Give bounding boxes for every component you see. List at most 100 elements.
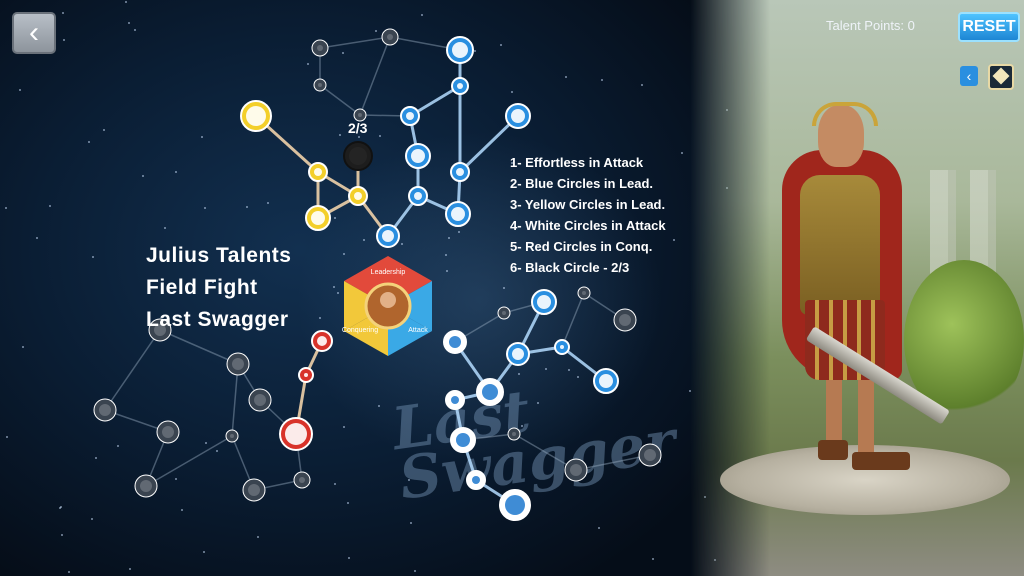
talent-node-grey[interactable] [311, 39, 329, 57]
talent-node-red[interactable] [298, 367, 314, 383]
talent-node-core [140, 480, 152, 492]
talent-node-grey[interactable] [638, 443, 662, 467]
star [474, 49, 477, 52]
star [175, 170, 178, 173]
star [18, 88, 21, 91]
talent-node-core [472, 476, 480, 484]
talent-node-blue[interactable] [505, 103, 531, 129]
talent-node-core [299, 477, 305, 483]
talent-node-white[interactable] [499, 489, 531, 521]
talent-link [575, 454, 651, 471]
talent-node-grey[interactable] [564, 458, 588, 482]
legend-item: 5- Red Circles in Conq. [510, 239, 653, 254]
tree-foliage [904, 260, 1024, 420]
talent-node-black[interactable] [343, 141, 373, 171]
talent-node-white[interactable] [476, 378, 504, 406]
star [60, 533, 63, 536]
collapse-panel-button[interactable]: ‹ [960, 66, 978, 86]
talent-node-core [154, 324, 166, 336]
star [306, 62, 309, 65]
star [408, 478, 411, 481]
star [503, 287, 506, 290]
talent-node-grey[interactable] [613, 308, 637, 332]
star [343, 425, 346, 428]
talent-node-core [456, 168, 464, 176]
star [568, 368, 570, 371]
star [22, 345, 25, 348]
talent-node-grey[interactable] [134, 474, 158, 498]
talent-node-grey[interactable] [293, 471, 311, 489]
talent-node-core [285, 423, 307, 445]
talent-link [319, 36, 391, 49]
talent-node-red[interactable] [279, 417, 313, 451]
talent-node-blue[interactable] [451, 77, 469, 95]
talent-node-red[interactable] [311, 330, 333, 352]
talent-node-grey[interactable] [381, 28, 399, 46]
talent-node-blue[interactable] [445, 201, 471, 227]
talent-node-yellow[interactable] [305, 205, 331, 231]
talent-node-core [449, 336, 461, 348]
talent-node-grey[interactable] [313, 78, 327, 92]
star [58, 507, 61, 510]
guide-title-line: Field Fight [146, 276, 258, 299]
talent-node-blue[interactable] [506, 342, 530, 366]
talent-node-core [254, 394, 266, 406]
talent-node-core [354, 192, 362, 200]
talent-node-white[interactable] [466, 470, 486, 490]
talent-node-grey[interactable] [148, 318, 172, 342]
talent-node-core [502, 311, 506, 315]
star [256, 535, 259, 538]
star [446, 270, 449, 273]
talent-node-blue[interactable] [408, 186, 428, 206]
talent-node-grey[interactable] [225, 429, 239, 443]
talent-nodes [93, 28, 662, 521]
talent-node-core [570, 464, 582, 476]
talent-points-label: Talent Points: 0 [826, 18, 915, 33]
talent-node-grey[interactable] [507, 427, 521, 441]
talent-node-grey[interactable] [353, 108, 367, 122]
talent-node-yellow[interactable] [308, 162, 328, 182]
talent-node-blue[interactable] [446, 36, 474, 64]
talent-node-core [505, 495, 525, 515]
node-level-counter: 2/3 [348, 120, 368, 136]
talent-node-grey[interactable] [248, 388, 272, 412]
talent-node-core [512, 432, 516, 436]
talent-node-blue[interactable] [593, 368, 619, 394]
commander-armor [800, 175, 880, 315]
talent-node-core [599, 374, 613, 388]
talent-node-white[interactable] [450, 427, 476, 453]
back-button[interactable]: ‹ [12, 12, 56, 54]
talent-node-core [349, 147, 367, 165]
star [510, 161, 513, 164]
talent-node-white[interactable] [443, 330, 467, 354]
star [141, 175, 144, 178]
star [447, 236, 450, 239]
talent-node-blue[interactable] [554, 339, 570, 355]
talent-link [561, 292, 585, 348]
talent-node-grey[interactable] [242, 478, 266, 502]
talent-legend: 1- Effortless in Attack 2- Blue Circles … [510, 152, 666, 278]
talent-node-grey[interactable] [577, 286, 591, 300]
talent-node-blue[interactable] [400, 106, 420, 126]
star [640, 83, 643, 86]
cube-icon[interactable] [988, 64, 1014, 90]
star [318, 316, 321, 319]
talent-node-blue[interactable] [376, 224, 400, 248]
talent-node-blue[interactable] [531, 289, 557, 315]
talent-node-blue[interactable] [450, 162, 470, 182]
talent-node-blue[interactable] [405, 143, 431, 169]
talent-node-grey[interactable] [497, 306, 511, 320]
talent-node-white[interactable] [445, 390, 465, 410]
star [544, 368, 547, 371]
reset-button[interactable]: RESET [958, 12, 1020, 42]
talent-link [145, 435, 233, 487]
talent-node-grey[interactable] [93, 398, 117, 422]
star [445, 254, 448, 257]
talent-node-core [619, 314, 631, 326]
talent-node-yellow[interactable] [348, 186, 368, 206]
star [216, 450, 219, 452]
talent-node-yellow[interactable] [240, 100, 272, 132]
talent-wheel[interactable]: Leadership Conquering Attack [336, 254, 440, 358]
talent-node-grey[interactable] [226, 352, 250, 376]
talent-node-grey[interactable] [156, 420, 180, 444]
